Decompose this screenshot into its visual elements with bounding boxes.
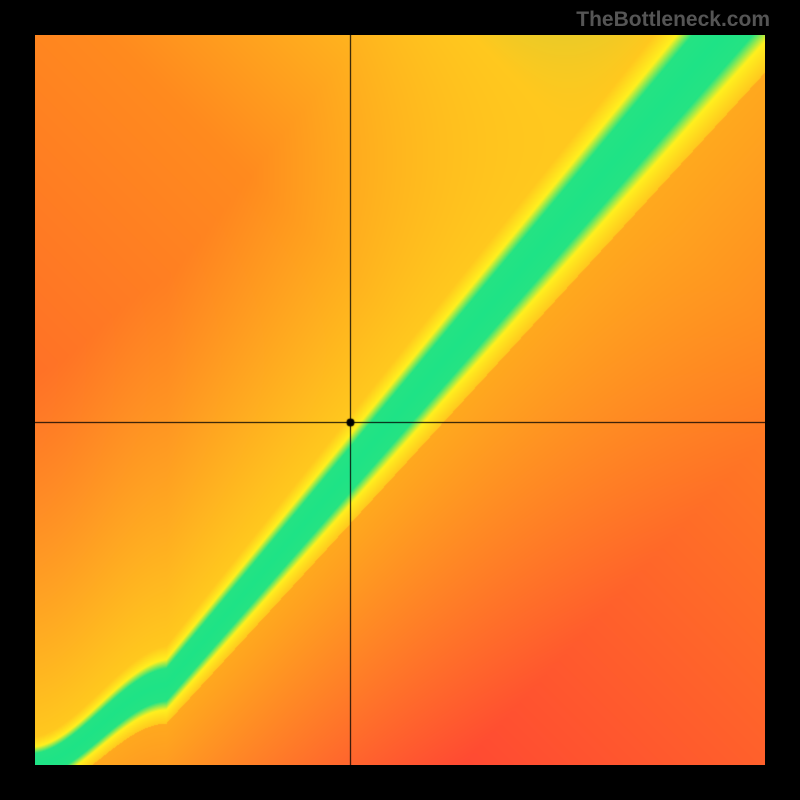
figure-frame: TheBottleneck.com bbox=[0, 0, 800, 800]
plot-area bbox=[35, 35, 765, 765]
watermark-text: TheBottleneck.com bbox=[576, 8, 770, 32]
bottleneck-heatmap bbox=[35, 35, 765, 765]
